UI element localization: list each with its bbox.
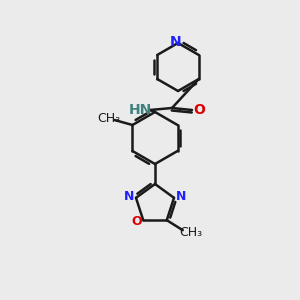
Text: N: N — [170, 35, 182, 49]
Text: HN: HN — [128, 103, 152, 117]
Text: N: N — [124, 190, 134, 203]
Text: CH₃: CH₃ — [179, 226, 202, 239]
Text: O: O — [193, 103, 205, 117]
Text: O: O — [131, 215, 142, 228]
Text: N: N — [176, 190, 186, 203]
Text: CH₃: CH₃ — [97, 112, 120, 125]
